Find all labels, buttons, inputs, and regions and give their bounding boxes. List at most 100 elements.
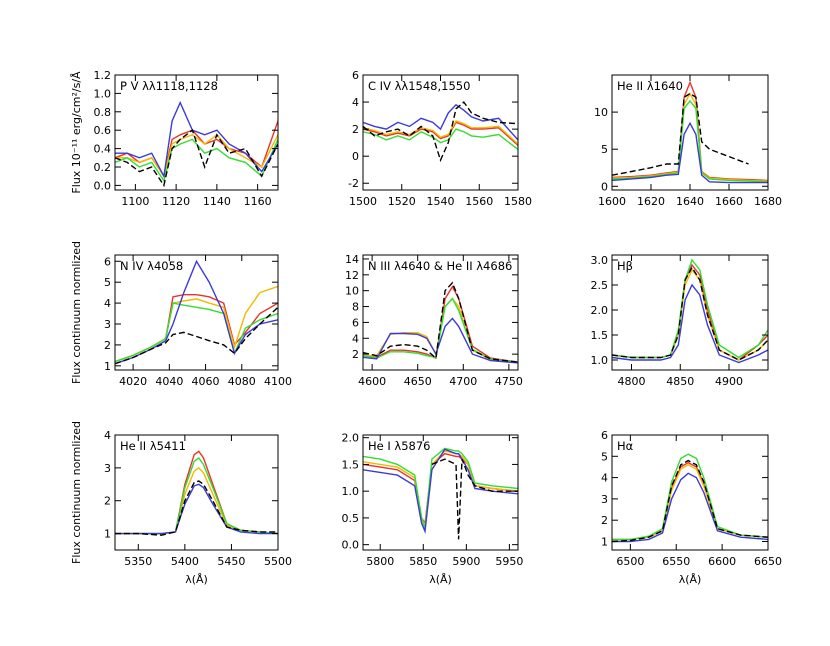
x-tick-label: 5850: [409, 555, 437, 568]
plot-frame: [362, 434, 519, 551]
y-axis-label: Flux continuum normlized: [70, 241, 83, 384]
y-tick-label: 2: [352, 123, 359, 136]
x-tick-label: 5450: [217, 555, 245, 568]
x-tick-label: 6650: [754, 555, 782, 568]
y-tick-label: 1.5: [591, 329, 609, 342]
y-tick-label: 1: [601, 535, 608, 548]
x-tick-label: 1140: [203, 195, 231, 208]
x-axis-label: λ(Å): [679, 573, 702, 586]
y-tick-label: 0.8: [94, 106, 112, 119]
x-tick-label: 1600: [598, 195, 626, 208]
y-tick-label: 1.0: [591, 354, 609, 367]
x-tick-label: 5900: [452, 555, 480, 568]
x-tick-label: 1560: [465, 195, 493, 208]
spectrum-line: [115, 129, 278, 188]
x-tick-label: 5350: [124, 555, 152, 568]
y-tick-label: 6: [352, 69, 359, 82]
panel: 5800 5850 5900 5950 0.0 0.5 1.0 1.5 2.0 He I λ587…: [342, 432, 524, 586]
panel-title: C IV λλ1548,1550: [368, 79, 470, 93]
y-tick-label: 0.0: [342, 539, 360, 552]
panel-title: He II λ1640: [617, 79, 683, 93]
spectrum-line: [115, 483, 278, 535]
y-tick-label: 14: [345, 253, 359, 266]
plot-frame: [611, 434, 769, 551]
panel: 6500 6550 6600 6650 1 2 3 4 5 6 Hα λ(Å): [601, 429, 782, 586]
spectrum-line: [612, 283, 768, 364]
y-tick-label: 2: [104, 339, 111, 352]
y-tick-label: 0.2: [94, 161, 112, 174]
y-tick-label: 0.6: [94, 124, 112, 137]
panel: 4020 4040 4060 4080 4100 1 2 3 4 5 6 N IV λ4058 Flux…: [70, 241, 292, 388]
y-tick-label: 0: [601, 180, 608, 193]
x-tick-label: 1580: [504, 195, 532, 208]
x-tick-label: 1640: [676, 195, 704, 208]
x-tick-label: 4080: [228, 375, 256, 388]
x-tick-label: 6550: [662, 555, 690, 568]
spectrum-line: [612, 472, 768, 543]
panel: 4600 4650 4700 4750 2 4 6 8 10 12 14 N III λ4640 & …: [345, 253, 523, 388]
panel-title: He I λ5876: [368, 439, 431, 453]
spectrum-line: [363, 128, 518, 150]
panel-title: P V λλ1118,1128: [120, 79, 218, 93]
y-tick-label: 2: [352, 348, 359, 361]
spectrum-line: [115, 259, 278, 365]
plot-frame: [114, 434, 279, 551]
panel-title: N III λ4640 & He II λ4686: [368, 259, 512, 273]
panel: 4800 4850 4900 1.0 1.5 2.0 2.5 3.0 Hβ: [591, 254, 769, 388]
spectrum-line: [612, 464, 768, 541]
x-tick-label: 4100: [264, 375, 292, 388]
x-tick-label: 5800: [366, 555, 394, 568]
y-tick-label: 3.0: [591, 254, 609, 267]
y-tick-label: 4: [601, 472, 608, 485]
panel: 5350 5400 5450 5500 1 2 3 4 He II λ5411 Flux cont…: [70, 421, 292, 586]
y-tick-label: 2: [104, 495, 111, 508]
x-tick-label: 1100: [121, 195, 149, 208]
x-tick-label: 1500: [349, 195, 377, 208]
spectrum-line: [115, 120, 278, 178]
x-tick-label: 1160: [244, 195, 272, 208]
y-tick-label: 1: [104, 360, 111, 373]
panel-title: He II λ5411: [120, 439, 186, 453]
y-tick-label: 1.5: [342, 458, 360, 471]
panel-title: N IV λ4058: [120, 259, 183, 273]
y-axis-label: Flux 10⁻¹¹ erg/cm²/s/Å: [70, 71, 83, 194]
panel: 1600 1620 1640 1660 1680 0 5 10 He II λ1640: [594, 74, 782, 208]
plot-frame: [114, 74, 279, 191]
x-tick-label: 1540: [427, 195, 455, 208]
y-tick-label: 4: [352, 332, 359, 345]
y-tick-label: 2: [601, 514, 608, 527]
x-tick-label: 4060: [192, 375, 220, 388]
y-tick-label: 2.0: [591, 304, 609, 317]
panel: 1100 1120 1140 1160 0.0 0.2 0.4 0.6 0.8 1.0 1.2 P V…: [70, 69, 279, 208]
y-tick-label: 0.0: [94, 179, 112, 192]
y-tick-label: 10: [345, 285, 359, 298]
plot-frame: [362, 254, 519, 371]
y-tick-label: 8: [352, 301, 359, 314]
spectrum-line: [612, 459, 768, 543]
y-tick-label: 6: [601, 429, 608, 442]
plot-frame: [114, 254, 279, 371]
x-tick-label: 4700: [449, 375, 477, 388]
y-tick-label: 3: [601, 493, 608, 506]
y-axis-label: Flux continuum normlized: [70, 421, 83, 564]
y-tick-label: 12: [345, 269, 359, 282]
y-tick-label: 4: [104, 297, 111, 310]
panel: 1500 1520 1540 1560 1580 -2 0 2 4 6 C IV λλ1548,15…: [348, 69, 532, 208]
x-tick-label: 4900: [715, 375, 743, 388]
spectrum-line: [115, 133, 278, 178]
spectrum-line: [363, 285, 518, 363]
y-tick-label: 4: [104, 429, 111, 442]
x-tick-label: 1120: [162, 195, 190, 208]
spectrum-line: [115, 450, 278, 535]
y-tick-label: 4: [352, 96, 359, 109]
spectrum-line: [363, 121, 518, 146]
x-tick-label: 1660: [715, 195, 743, 208]
spectrum-line: [363, 281, 518, 363]
x-tick-label: 5500: [264, 555, 292, 568]
spectrum-line: [612, 91, 768, 182]
y-tick-label: 10: [594, 106, 608, 119]
y-tick-label: 5: [104, 276, 111, 289]
y-tick-label: 2.0: [342, 432, 360, 445]
y-tick-label: 2.5: [591, 279, 609, 292]
